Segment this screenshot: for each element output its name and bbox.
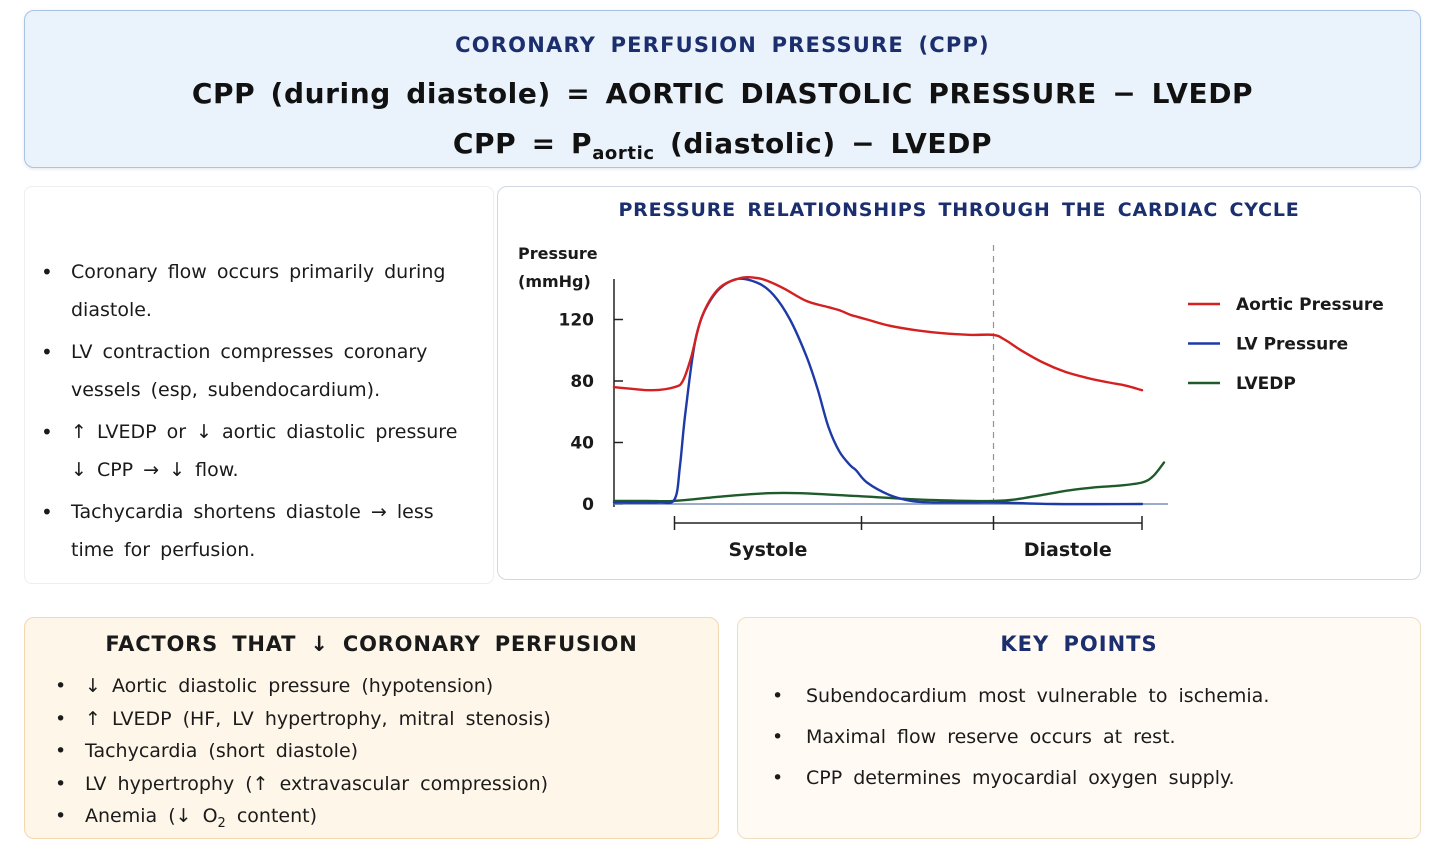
key-point-text: Subendocardium most vulnerable to ischem…	[806, 685, 1270, 707]
factor-text-anemia: Anemia (↓ O2 content)	[85, 805, 318, 831]
list-item: • LV hypertrophy (↑ extravascular compres…	[55, 768, 551, 801]
bullet: •	[55, 740, 67, 762]
factors-list: • ↓ Aortic diastolic pressure (hypotensio…	[55, 670, 551, 840]
list-item: • Tachycardia shortens diastole → less ti…	[39, 493, 479, 569]
note-text: LV contraction compresses coronary vesse…	[71, 341, 428, 401]
oxygen-subscript: 2	[217, 815, 226, 831]
bullet: •	[41, 500, 53, 524]
anemia-prefix: Anemia (↓ O	[85, 805, 218, 827]
chart-title: PRESSURE RELATIONSHIPS THROUGH THE CARDI…	[618, 199, 1300, 221]
factor-text: ↑ LVEDP (HF, LV hypertrophy, mitral sten…	[85, 707, 551, 730]
bullet: •	[772, 685, 784, 707]
list-item: • LV contraction compresses coronary vess…	[39, 333, 479, 409]
factor-text: ↓ Aortic diastolic pressure (hypotension…	[85, 675, 494, 697]
legend-label-lv-pressure: LV Pressure	[1236, 335, 1348, 355]
key-point-text: CPP determines myocardial oxygen supply.	[806, 767, 1235, 789]
list-item: • ↓ Aortic diastolic pressure (hypotensio…	[55, 670, 551, 703]
anemia-suffix: content)	[225, 805, 318, 827]
legend-label-aortic-pressure: Aortic Pressure	[1236, 295, 1384, 315]
phase-label-diastole: Diastole	[1024, 539, 1112, 561]
factors-title: FACTORS THAT ↓ CORONARY PERFUSION	[105, 632, 638, 656]
series-line-aortic-pressure	[612, 275, 1144, 392]
list-item: • CPP determines myocardial oxygen supply…	[772, 758, 1269, 799]
bullet: •	[55, 772, 67, 795]
chart-panel: PRESSURE RELATIONSHIPS THROUGH THE CARDI…	[497, 186, 1421, 580]
bullet: •	[55, 675, 67, 697]
key-points-title: KEY POINTS	[1000, 632, 1158, 656]
list-item: • Tachycardia (short diastole)	[55, 735, 551, 768]
list-item: • Coronary flow occurs primarily during d…	[39, 253, 479, 329]
formula-secondary-prefix: CPP = P	[452, 127, 593, 160]
formula-secondary: CPP = Paortic (diastolic) − LVEDP	[25, 127, 1420, 164]
list-item: • Anemia (↓ O2 content)	[55, 800, 551, 840]
formula-subscript-aortic: aortic	[592, 143, 655, 164]
bullet: •	[772, 767, 784, 789]
y-tick-label: 80	[570, 372, 594, 392]
bullet: •	[41, 260, 53, 284]
key-points-list: • Subendocardium most vulnerable to ische…	[772, 676, 1269, 799]
notes-panel: • Coronary flow occurs primarily during d…	[24, 186, 494, 584]
y-tick-label: 0	[582, 495, 594, 515]
factors-panel: FACTORS THAT ↓ CORONARY PERFUSION • ↓ Aor…	[24, 617, 719, 839]
y-tick-label: 40	[570, 434, 594, 454]
note-text: ↑ LVEDP or ↓ aortic diastolic pressure ↓…	[71, 421, 458, 481]
factor-text: LV hypertrophy (↑ extravascular compress…	[85, 772, 549, 795]
phase-label-systole: Systole	[729, 539, 808, 561]
note-text: Coronary flow occurs primarily during di…	[71, 261, 446, 321]
factor-text: Tachycardia (short diastole)	[85, 740, 359, 762]
list-item: • Maximal flow reserve occurs at rest.	[772, 717, 1269, 758]
bullet: •	[41, 340, 53, 364]
list-item: • ↑ LVEDP or ↓ aortic diastolic pressure …	[39, 413, 479, 489]
list-item: • Subendocardium most vulnerable to ische…	[772, 676, 1269, 717]
formula-primary: CPP (during diastole) = AORTIC DIASTOLIC…	[191, 77, 1254, 110]
notes-list: • Coronary flow occurs primarily during d…	[39, 253, 479, 573]
y-tick-label: 120	[559, 311, 595, 331]
bullet: •	[772, 726, 784, 748]
y-axis-label: Pressure	[518, 244, 598, 263]
pressure-chart: Pressure (mmHg) 0 40 80 120 Systole Diastole Aor…	[518, 244, 1384, 561]
series-line-lvedp	[612, 461, 1166, 503]
bullet: •	[55, 707, 67, 730]
bullet: •	[41, 420, 53, 444]
legend-label-lvedp: LVEDP	[1236, 374, 1296, 394]
key-points-panel: KEY POINTS • Subendocardium most vulnerab…	[737, 617, 1421, 839]
bullet: •	[55, 805, 67, 827]
list-item: • ↑ LVEDP (HF, LV hypertrophy, mitral ste…	[55, 703, 551, 736]
series-line-lv-pressure	[612, 277, 1144, 506]
formula-secondary-suffix: (diastolic) − LVEDP	[654, 127, 993, 160]
note-text: Tachycardia shortens diastole → less tim…	[71, 501, 434, 561]
y-axis-unit: (mmHg)	[518, 272, 591, 291]
header-panel: CORONARY PERFUSION PRESSURE (CPP) CPP (d…	[24, 10, 1421, 168]
key-point-text: Maximal flow reserve occurs at rest.	[806, 726, 1176, 748]
page-title: CORONARY PERFUSION PRESSURE (CPP)	[455, 33, 990, 57]
